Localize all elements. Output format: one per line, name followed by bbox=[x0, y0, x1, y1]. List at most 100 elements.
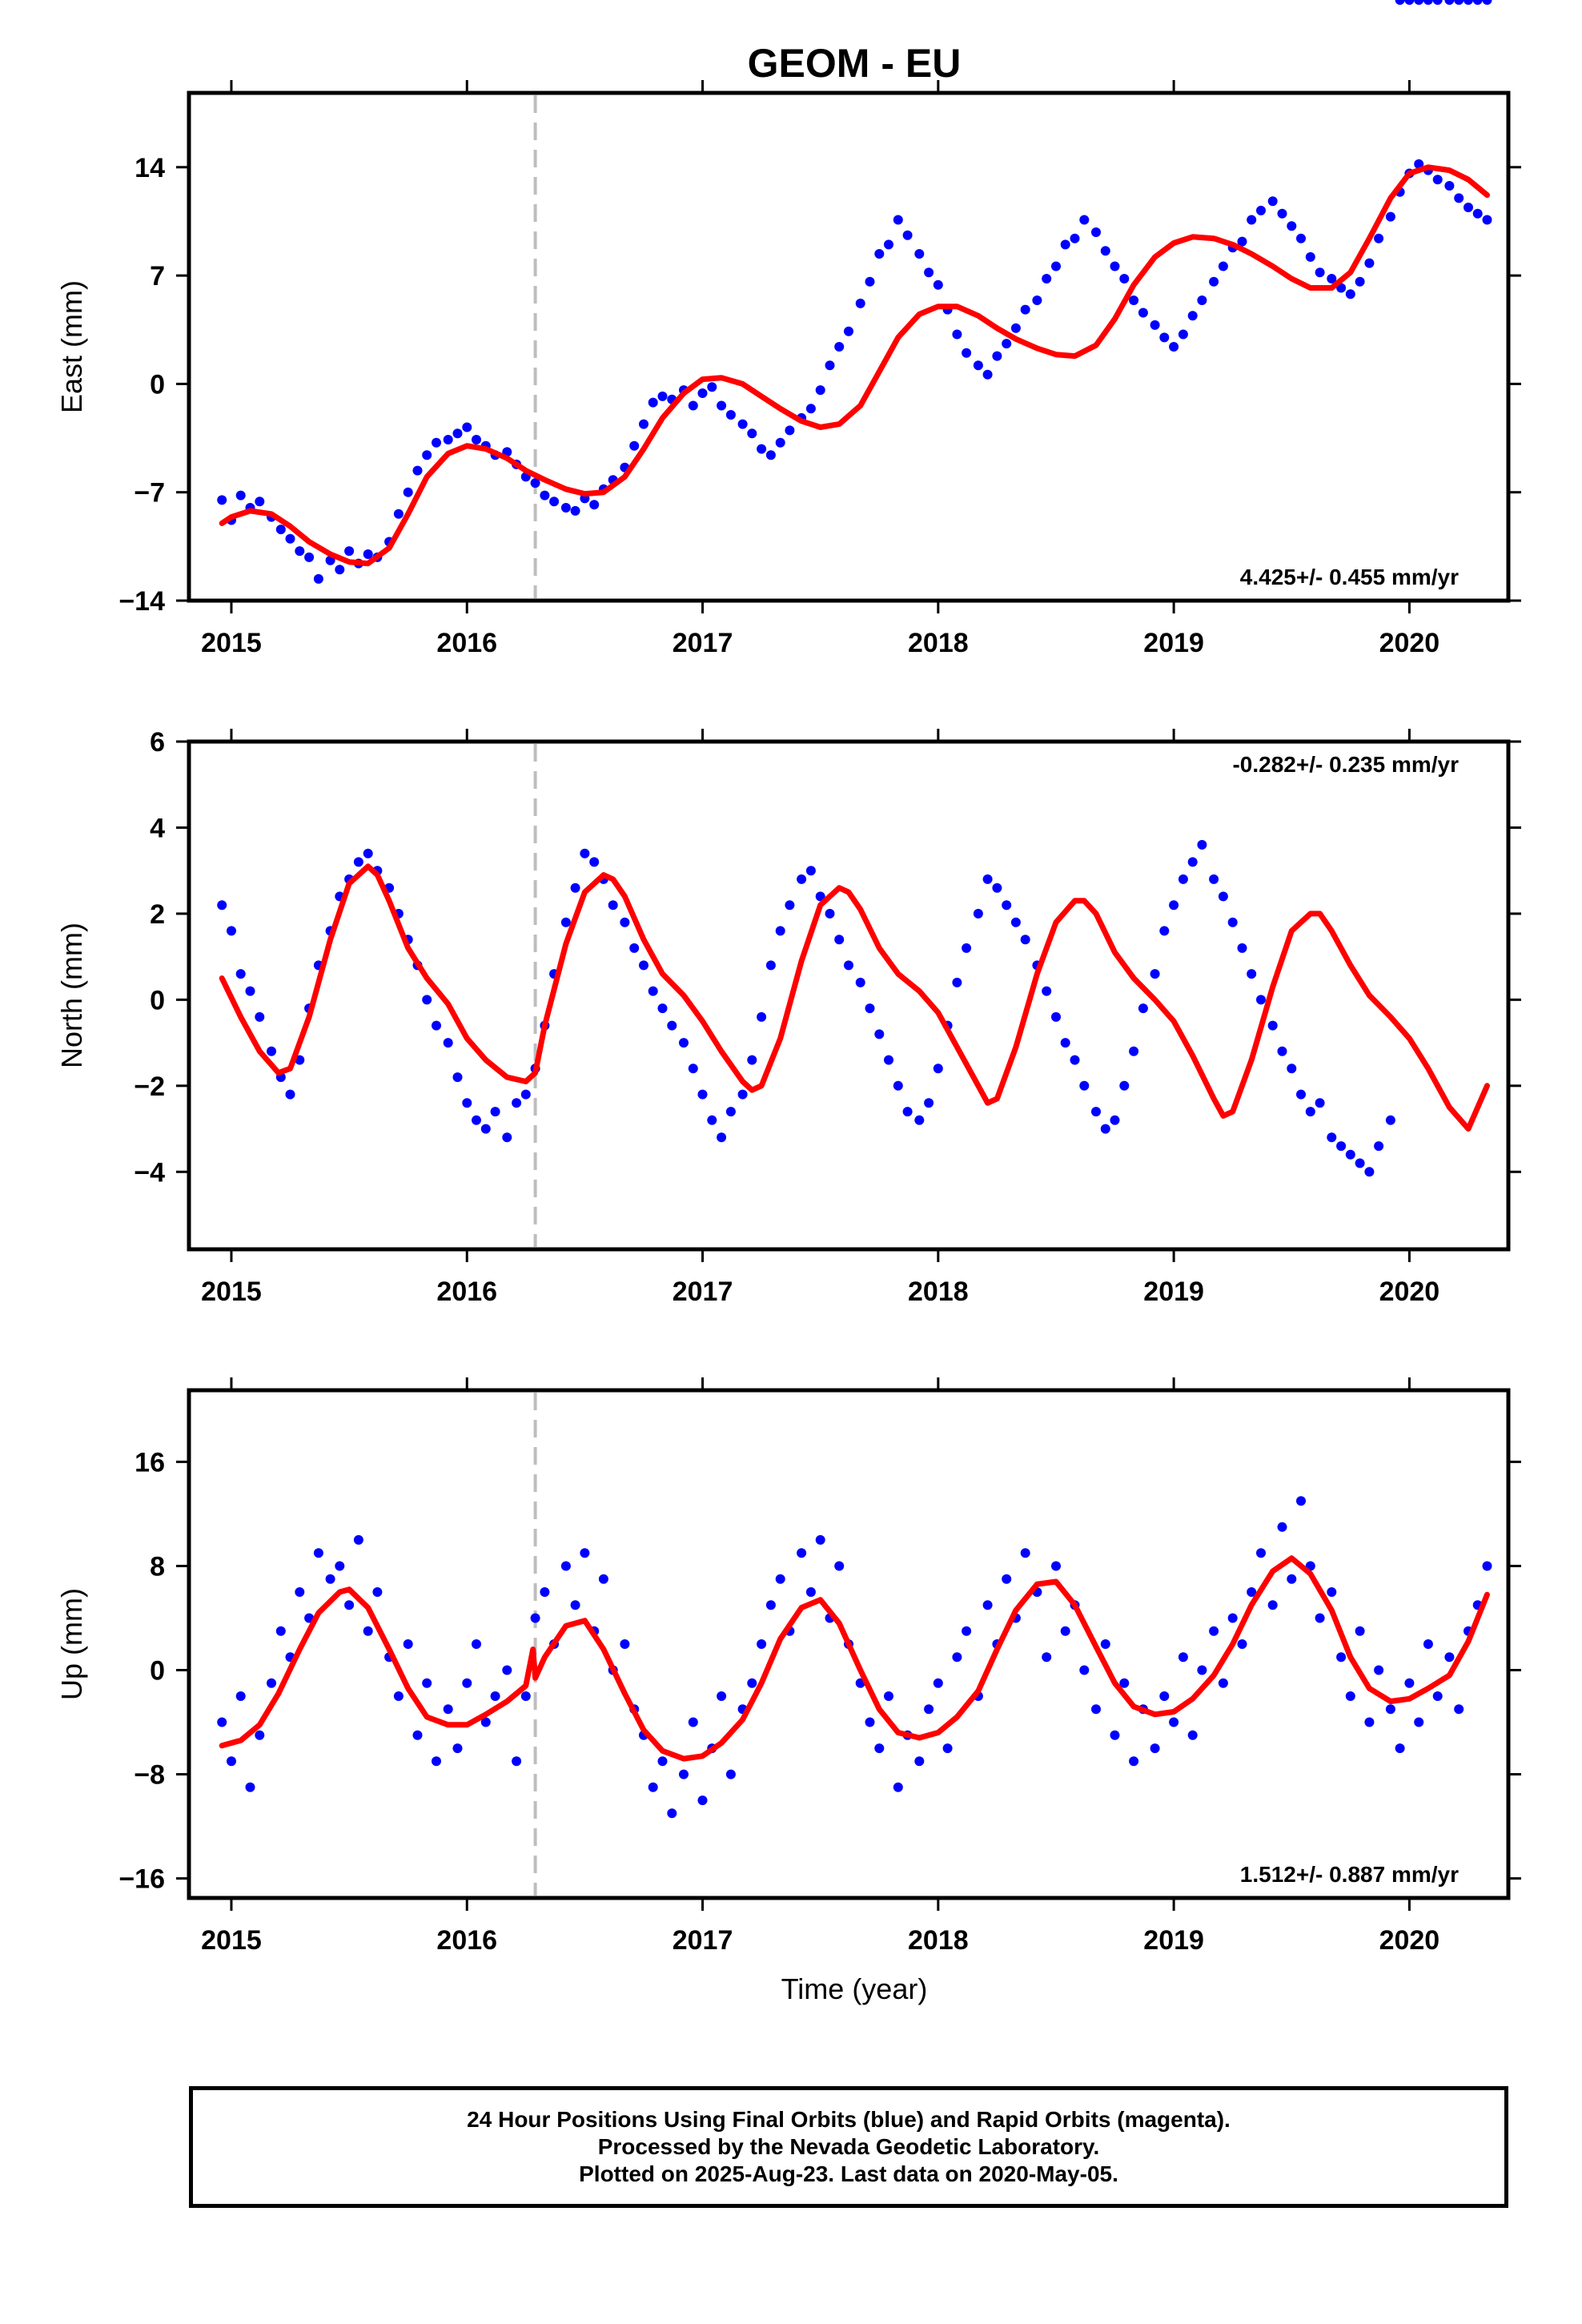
data-point bbox=[217, 495, 227, 505]
y-tick-label: 8 bbox=[150, 1551, 165, 1582]
data-point bbox=[295, 1587, 305, 1597]
data-point bbox=[737, 419, 748, 429]
y-tick-label: −16 bbox=[118, 1864, 165, 1895]
data-point bbox=[775, 437, 785, 448]
data-point bbox=[1385, 1115, 1395, 1125]
data-point bbox=[353, 857, 363, 867]
data-point bbox=[540, 490, 550, 501]
data-point bbox=[1091, 227, 1101, 237]
data-point bbox=[834, 1561, 845, 1571]
x-tick-label: 2019 bbox=[1143, 1925, 1204, 1956]
x-tick-label: 2016 bbox=[436, 628, 497, 658]
data-point bbox=[1218, 1678, 1228, 1688]
data-point bbox=[472, 1639, 481, 1649]
data-point bbox=[797, 1548, 807, 1558]
data-point bbox=[1305, 1107, 1315, 1117]
data-point bbox=[462, 1098, 472, 1108]
y-tick-label: −2 bbox=[134, 1072, 165, 1102]
data-point bbox=[1355, 276, 1365, 287]
data-point bbox=[1119, 274, 1130, 283]
data-point bbox=[825, 908, 835, 919]
data-point bbox=[1315, 1613, 1325, 1623]
data-point bbox=[688, 400, 698, 411]
data-point bbox=[344, 1600, 355, 1610]
data-point bbox=[1315, 1098, 1325, 1108]
data-point bbox=[1091, 1107, 1101, 1117]
data-point bbox=[765, 1600, 776, 1610]
rate-label: -0.282+/- 0.235 mm/yr bbox=[1232, 752, 1459, 777]
data-point bbox=[1051, 1561, 1061, 1571]
data-point bbox=[1336, 1652, 1347, 1663]
data-point bbox=[1296, 1496, 1306, 1506]
data-point bbox=[1355, 1158, 1365, 1168]
x-axis-title: Time (year) bbox=[781, 1972, 928, 2005]
data-point bbox=[825, 360, 835, 371]
data-point bbox=[737, 1089, 748, 1100]
data-point bbox=[834, 342, 845, 352]
data-point bbox=[235, 490, 246, 501]
data-point bbox=[1020, 1548, 1030, 1558]
y-tick-label: 0 bbox=[150, 369, 165, 400]
data-point bbox=[1287, 1574, 1297, 1584]
plot-frame bbox=[187, 1388, 1511, 1900]
data-point bbox=[432, 1756, 441, 1767]
y-axis-title: Up (mm) bbox=[55, 1588, 88, 1700]
data-point bbox=[757, 444, 767, 454]
data-point bbox=[1159, 1691, 1170, 1701]
data-point bbox=[570, 505, 580, 516]
model-fit-line bbox=[219, 164, 1490, 567]
data-point bbox=[363, 1626, 373, 1636]
x-tick-label: 2019 bbox=[1143, 628, 1204, 658]
data-point bbox=[1187, 857, 1198, 867]
model-fit-line bbox=[219, 863, 1490, 1132]
data-point bbox=[227, 1756, 236, 1767]
data-point bbox=[648, 397, 658, 408]
data-point bbox=[1051, 261, 1061, 271]
data-point bbox=[432, 437, 441, 448]
y-tick-label: −8 bbox=[134, 1760, 165, 1791]
data-point bbox=[335, 1561, 345, 1571]
data-point bbox=[1042, 986, 1052, 996]
data-point bbox=[1404, 1678, 1415, 1688]
data-point bbox=[285, 533, 295, 544]
data-point bbox=[1169, 342, 1179, 352]
data-point bbox=[217, 1717, 227, 1727]
data-point bbox=[1464, 0, 1473, 5]
data-point bbox=[295, 1055, 305, 1065]
caption-line-2: Processed by the Nevada Geodetic Laborat… bbox=[597, 2134, 1100, 2159]
data-point bbox=[1060, 239, 1070, 250]
panel-north: 2015 2016 2017 2018 2019 2020 −4 −2 0 2 4 6 North (m… bbox=[55, 0, 1521, 1307]
data-point bbox=[855, 298, 865, 308]
data-point bbox=[657, 1003, 668, 1014]
data-point bbox=[1327, 1132, 1337, 1143]
data-point bbox=[1060, 1626, 1070, 1636]
data-point bbox=[884, 1055, 893, 1065]
data-point bbox=[717, 1132, 727, 1143]
data-point bbox=[512, 1098, 522, 1108]
data-point bbox=[1070, 233, 1080, 243]
data-point bbox=[1247, 969, 1257, 979]
data-point bbox=[502, 1132, 512, 1143]
x-tick-label: 2015 bbox=[201, 1925, 262, 1956]
caption-box: 24 Hour Positions Using Final Orbits (bl… bbox=[189, 2086, 1508, 2208]
data-point bbox=[422, 1678, 432, 1688]
data-point bbox=[1444, 181, 1455, 191]
data-point bbox=[1454, 0, 1464, 5]
data-point bbox=[344, 546, 355, 557]
data-point bbox=[1178, 329, 1188, 340]
data-point bbox=[304, 552, 315, 562]
y-tick-label: 6 bbox=[150, 727, 165, 758]
data-point bbox=[580, 1548, 590, 1558]
data-point bbox=[1227, 1613, 1238, 1623]
data-point bbox=[952, 1652, 962, 1663]
data-point bbox=[1454, 193, 1464, 203]
data-point bbox=[747, 428, 757, 439]
data-point bbox=[1119, 1080, 1130, 1091]
data-point bbox=[992, 883, 1002, 893]
data-point bbox=[1247, 1587, 1257, 1597]
data-point bbox=[697, 388, 708, 398]
data-point bbox=[785, 900, 795, 911]
data-point bbox=[412, 465, 423, 476]
data-point bbox=[353, 1534, 363, 1545]
data-point bbox=[1423, 0, 1433, 5]
